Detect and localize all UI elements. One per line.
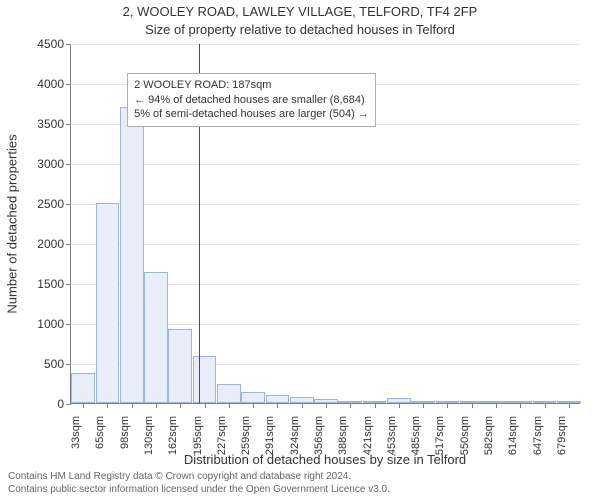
x-tick-mark bbox=[205, 403, 206, 408]
x-tick-label: 356sqm bbox=[313, 416, 325, 466]
x-tick-label: 517sqm bbox=[434, 416, 446, 466]
x-tick-label: 582sqm bbox=[483, 416, 495, 466]
histogram-bar bbox=[144, 272, 168, 403]
y-tick-mark bbox=[66, 324, 71, 325]
x-tick-label: 65sqm bbox=[94, 416, 106, 466]
x-tick-mark bbox=[229, 403, 230, 408]
annotation-box: 2 WOOLEY ROAD: 187sqm ← 94% of detached … bbox=[127, 73, 376, 128]
x-tick-mark bbox=[277, 403, 278, 408]
x-tick-mark bbox=[83, 403, 84, 408]
y-tick-mark bbox=[66, 164, 71, 165]
x-tick-label: 98sqm bbox=[119, 416, 131, 466]
x-tick-mark bbox=[326, 403, 327, 408]
annotation-line-1: 2 WOOLEY ROAD: 187sqm bbox=[134, 78, 369, 93]
x-tick-label: 647sqm bbox=[532, 416, 544, 466]
y-tick-label: 4000 bbox=[8, 77, 64, 91]
footer-line-1: Contains HM Land Registry data © Crown c… bbox=[8, 471, 390, 484]
x-tick-mark bbox=[302, 403, 303, 408]
x-tick-mark bbox=[156, 403, 157, 408]
x-tick-mark bbox=[520, 403, 521, 408]
y-tick-label: 500 bbox=[8, 357, 64, 371]
x-tick-mark bbox=[107, 403, 108, 408]
x-tick-label: 421sqm bbox=[362, 416, 374, 466]
footer-line-2: Contains public sector information licen… bbox=[8, 484, 390, 497]
x-tick-mark bbox=[472, 403, 473, 408]
x-tick-label: 550sqm bbox=[459, 416, 471, 466]
footer: Contains HM Land Registry data © Crown c… bbox=[8, 471, 390, 496]
histogram-bar bbox=[71, 373, 95, 403]
y-tick-label: 3500 bbox=[8, 117, 64, 131]
x-tick-mark bbox=[350, 403, 351, 408]
x-tick-label: 130sqm bbox=[143, 416, 155, 466]
grid-line bbox=[71, 44, 580, 45]
grid-line bbox=[71, 204, 580, 205]
x-tick-label: 195sqm bbox=[192, 416, 204, 466]
y-tick-label: 1000 bbox=[8, 317, 64, 331]
x-tick-mark bbox=[545, 403, 546, 408]
x-tick-label: 324sqm bbox=[289, 416, 301, 466]
x-tick-label: 614sqm bbox=[507, 416, 519, 466]
y-tick-label: 4500 bbox=[8, 37, 64, 51]
chart-title-main: 2, WOOLEY ROAD, LAWLEY VILLAGE, TELFORD,… bbox=[0, 4, 600, 19]
x-tick-mark bbox=[180, 403, 181, 408]
y-tick-label: 2500 bbox=[8, 197, 64, 211]
histogram-bar bbox=[120, 107, 144, 403]
histogram-bar bbox=[241, 392, 265, 403]
x-tick-mark bbox=[399, 403, 400, 408]
x-tick-label: 388sqm bbox=[337, 416, 349, 466]
histogram-bar bbox=[96, 203, 120, 403]
x-tick-label: 679sqm bbox=[556, 416, 568, 466]
chart-container: 2, WOOLEY ROAD, LAWLEY VILLAGE, TELFORD,… bbox=[0, 0, 600, 500]
x-tick-label: 162sqm bbox=[167, 416, 179, 466]
y-tick-mark bbox=[66, 84, 71, 85]
grid-line bbox=[71, 164, 580, 165]
grid-line bbox=[71, 244, 580, 245]
plot-area: 2 WOOLEY ROAD: 187sqm ← 94% of detached … bbox=[70, 44, 580, 404]
y-tick-mark bbox=[66, 364, 71, 365]
annotation-line-2: ← 94% of detached houses are smaller (8,… bbox=[134, 93, 369, 108]
x-tick-mark bbox=[569, 403, 570, 408]
y-tick-mark bbox=[66, 124, 71, 125]
x-tick-mark bbox=[253, 403, 254, 408]
x-tick-label: 33sqm bbox=[70, 416, 82, 466]
x-tick-label: 453sqm bbox=[386, 416, 398, 466]
chart-title-sub: Size of property relative to detached ho… bbox=[0, 22, 600, 37]
x-tick-mark bbox=[375, 403, 376, 408]
x-tick-label: 227sqm bbox=[216, 416, 228, 466]
x-tick-label: 485sqm bbox=[410, 416, 422, 466]
x-tick-mark bbox=[132, 403, 133, 408]
histogram-bar bbox=[168, 329, 192, 403]
y-tick-mark bbox=[66, 44, 71, 45]
y-tick-label: 2000 bbox=[8, 237, 64, 251]
y-tick-label: 1500 bbox=[8, 277, 64, 291]
y-tick-mark bbox=[66, 244, 71, 245]
x-tick-mark bbox=[423, 403, 424, 408]
histogram-bar bbox=[266, 395, 290, 403]
histogram-bar bbox=[193, 356, 217, 403]
histogram-bar bbox=[217, 384, 241, 403]
y-tick-mark bbox=[66, 404, 71, 405]
y-tick-label: 3000 bbox=[8, 157, 64, 171]
y-tick-label: 0 bbox=[8, 397, 64, 411]
x-tick-label: 291sqm bbox=[264, 416, 276, 466]
annotation-line-3: 5% of semi-detached houses are larger (5… bbox=[134, 107, 369, 122]
y-tick-mark bbox=[66, 284, 71, 285]
x-tick-label: 259sqm bbox=[240, 416, 252, 466]
x-tick-mark bbox=[496, 403, 497, 408]
y-tick-mark bbox=[66, 204, 71, 205]
x-tick-mark bbox=[447, 403, 448, 408]
